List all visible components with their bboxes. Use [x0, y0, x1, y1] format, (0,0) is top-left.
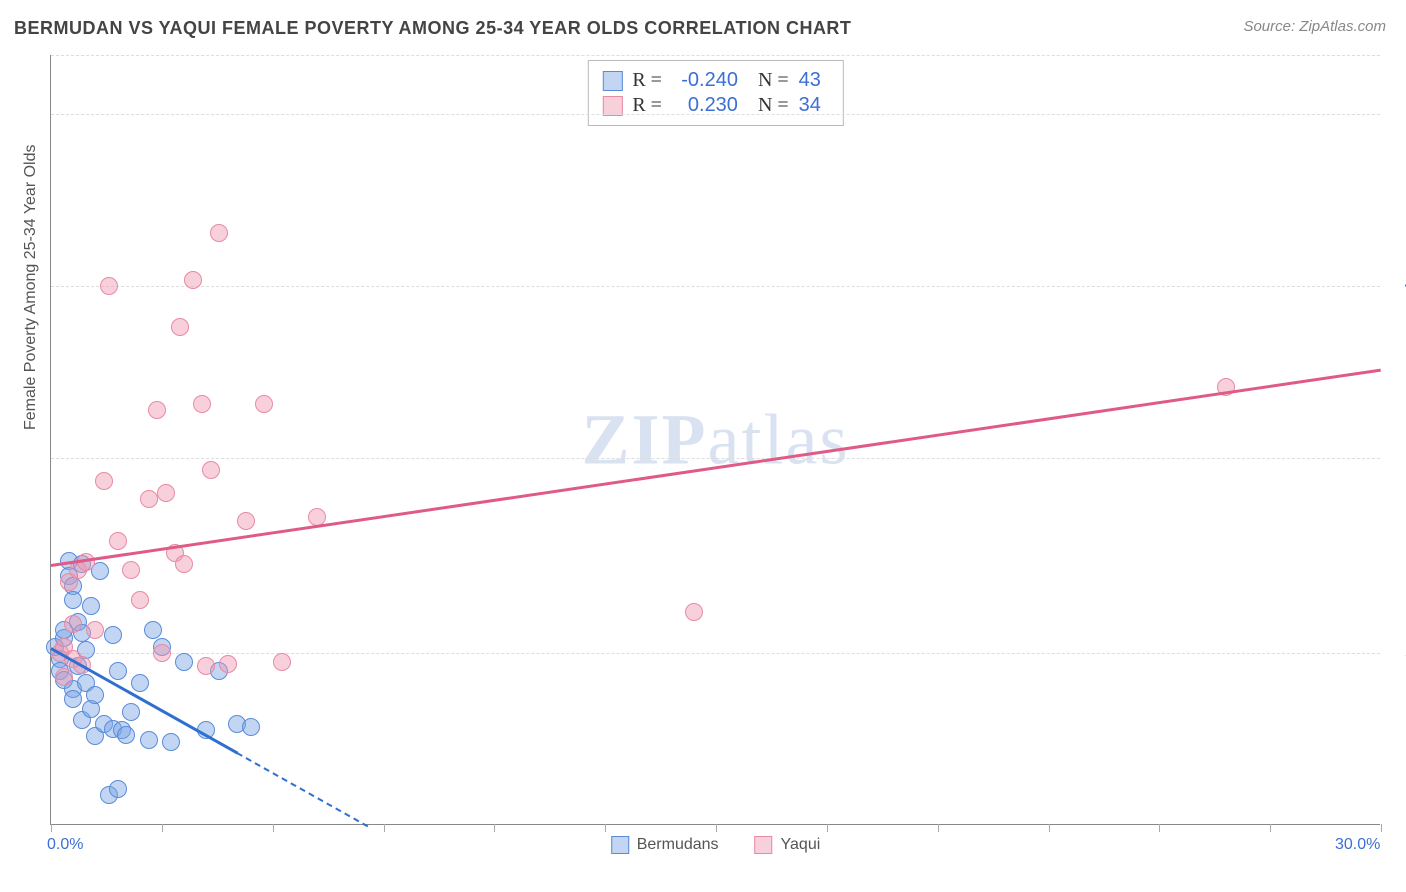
scatter-point [117, 726, 135, 744]
x-tick [162, 824, 163, 832]
scatter-point [144, 621, 162, 639]
scatter-point [95, 472, 113, 490]
scatter-point [86, 621, 104, 639]
scatter-point [242, 718, 260, 736]
gridline [51, 55, 1380, 56]
x-tick [1049, 824, 1050, 832]
scatter-point [175, 555, 193, 573]
x-tick [1270, 824, 1271, 832]
scatter-point [219, 655, 237, 673]
scatter-point [109, 780, 127, 798]
scatter-point [184, 271, 202, 289]
scatter-point [109, 662, 127, 680]
scatter-point [193, 395, 211, 413]
scatter-point [273, 653, 291, 671]
scatter-point [202, 461, 220, 479]
legend-n-value: 43 [799, 69, 829, 92]
legend-label: Bermudans [637, 836, 719, 854]
chart-container: BERMUDAN VS YAQUI FEMALE POVERTY AMONG 2… [0, 0, 1406, 892]
scatter-point [104, 626, 122, 644]
legend-rn-row: R = -0.240 N = 43 [602, 69, 828, 92]
scatter-point [64, 591, 82, 609]
scatter-point [255, 395, 273, 413]
source-label: Source: ZipAtlas.com [1243, 18, 1386, 35]
x-tick [716, 824, 717, 832]
scatter-point [86, 686, 104, 704]
legend-swatch [602, 96, 622, 116]
scatter-point [82, 597, 100, 615]
x-tick [273, 824, 274, 832]
x-tick [938, 824, 939, 832]
plot-area: ZIPatlas R =-0.240 N =43R =0.230 N =34 B… [50, 55, 1380, 825]
legend-label: Yaqui [781, 836, 821, 854]
x-tick [827, 824, 828, 832]
trend-line [237, 752, 368, 827]
trend-line [51, 369, 1381, 567]
gridline [51, 653, 1380, 654]
scatter-point [131, 674, 149, 692]
scatter-point [148, 401, 166, 419]
scatter-point [100, 277, 118, 295]
legend-swatch [611, 836, 629, 854]
x-tick-label: 0.0% [47, 836, 83, 854]
x-tick [1381, 824, 1382, 832]
chart-title: BERMUDAN VS YAQUI FEMALE POVERTY AMONG 2… [14, 18, 851, 39]
legend-correlation: R =-0.240 N =43R =0.230 N =34 [587, 60, 843, 126]
legend-r-value: -0.240 [672, 69, 738, 92]
scatter-point [64, 615, 82, 633]
scatter-point [122, 561, 140, 579]
scatter-point [122, 703, 140, 721]
scatter-point [162, 733, 180, 751]
legend-n-label: N = [748, 69, 789, 92]
scatter-point [153, 644, 171, 662]
scatter-point [171, 318, 189, 336]
legend-swatch [755, 836, 773, 854]
legend-r-label: R = [632, 69, 662, 92]
x-tick [384, 824, 385, 832]
gridline [51, 286, 1380, 287]
y-axis-label: Female Poverty Among 25-34 Year Olds [22, 145, 40, 431]
x-tick [605, 824, 606, 832]
scatter-point [157, 484, 175, 502]
scatter-point [140, 490, 158, 508]
scatter-point [131, 591, 149, 609]
scatter-point [237, 512, 255, 530]
legend-item: Bermudans [611, 836, 719, 854]
scatter-point [109, 532, 127, 550]
scatter-point [140, 731, 158, 749]
scatter-point [175, 653, 193, 671]
legend-item: Yaqui [755, 836, 821, 854]
scatter-point [210, 224, 228, 242]
scatter-point [64, 690, 82, 708]
gridline [51, 114, 1380, 115]
legend-swatch [602, 71, 622, 91]
y-tick-label: 45.0% [1388, 276, 1406, 294]
x-tick [51, 824, 52, 832]
gridline [51, 458, 1380, 459]
legend-bottom: Bermudans Yaqui [611, 836, 821, 854]
x-tick [494, 824, 495, 832]
x-tick [1159, 824, 1160, 832]
y-tick-label: 15.0% [1388, 643, 1406, 661]
scatter-point [685, 603, 703, 621]
x-tick-label: 30.0% [1335, 836, 1380, 854]
